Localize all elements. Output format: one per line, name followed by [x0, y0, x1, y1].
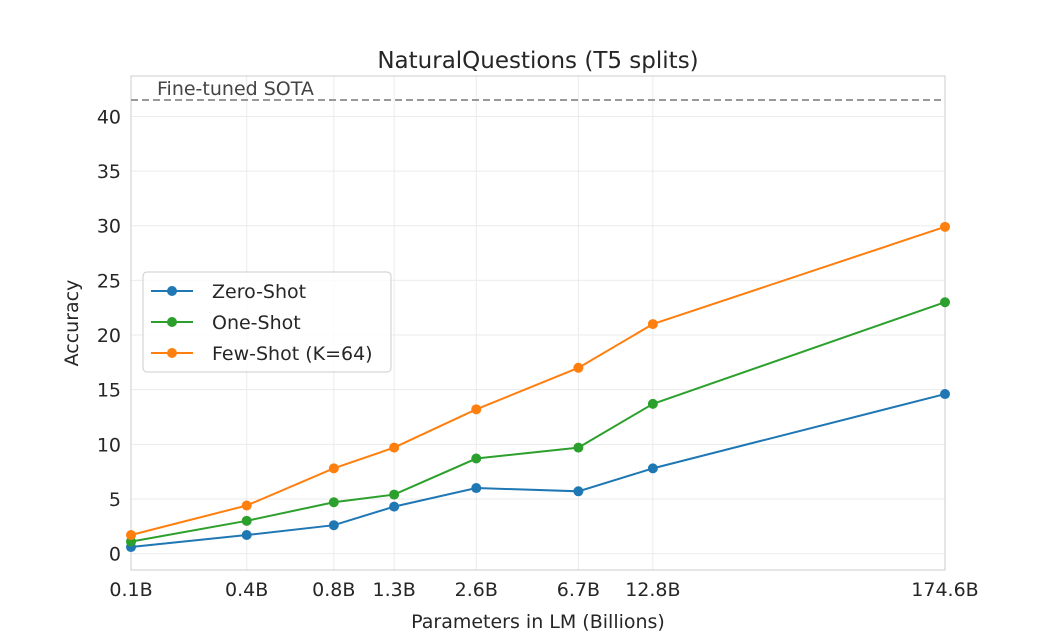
- legend-box: [142, 271, 392, 373]
- data-point: [241, 530, 252, 541]
- sota-label: Fine-tuned SOTA: [157, 78, 314, 100]
- y-tick-label: 0: [109, 544, 121, 566]
- ticks: 0 5 10 15 20 25 30 35 40 0.1B 0.4B 0.8B 1.3B 2.6B 6.7B…: [97, 106, 979, 601]
- data-point: [940, 221, 950, 232]
- data-point: [647, 463, 658, 474]
- data-point: [328, 520, 339, 531]
- x-tick-label: 1.3B: [373, 579, 416, 601]
- data-point: [573, 486, 584, 497]
- x-tick-label: 0.8B: [312, 579, 355, 601]
- legend-marker: [167, 286, 177, 296]
- legend-label: One-Shot: [212, 312, 301, 334]
- series-line-few-shot-k-64-: [130, 225, 946, 536]
- data-point: [126, 530, 136, 541]
- series-line-zero-shot: [130, 393, 946, 549]
- y-tick-label: 25: [97, 270, 121, 292]
- y-tick-label: 15: [97, 380, 121, 402]
- series-line-one-shot: [130, 301, 946, 543]
- y-tick-label: 20: [97, 325, 121, 347]
- data-point: [940, 389, 950, 400]
- data-point: [647, 319, 658, 330]
- data-point: [471, 453, 482, 464]
- data-point: [573, 442, 584, 453]
- data-point: [389, 442, 400, 453]
- y-axis-label: Accuracy: [61, 280, 83, 367]
- y-tick-label: 5: [109, 489, 121, 511]
- legend-marker: [167, 317, 177, 327]
- data-point: [241, 515, 252, 526]
- series: [126, 221, 950, 553]
- data-point: [241, 500, 252, 511]
- data-point: [328, 497, 339, 508]
- data-point: [389, 501, 400, 512]
- legend: Zero-Shot One-Shot Few-Shot (K=64): [142, 271, 392, 373]
- data-point: [573, 362, 584, 373]
- data-point: [647, 398, 658, 409]
- data-point: [389, 489, 400, 500]
- x-tick-label: 2.6B: [455, 579, 498, 601]
- data-point: [471, 404, 482, 415]
- x-tick-label: 6.7B: [557, 579, 600, 601]
- data-point: [940, 297, 950, 308]
- x-tick-label: 174.6B: [911, 579, 978, 601]
- plot-frame: [130, 75, 946, 571]
- data-point: [471, 483, 482, 494]
- x-tick-label: 0.4B: [225, 579, 268, 601]
- x-tick-label: 12.8B: [625, 579, 680, 601]
- data-point: [328, 463, 339, 474]
- y-tick-label: 35: [97, 161, 121, 183]
- legend-marker: [167, 348, 177, 358]
- y-tick-label: 30: [97, 216, 121, 238]
- sota-annotation: Fine-tuned SOTA: [131, 78, 945, 102]
- y-tick-label: 10: [97, 434, 121, 456]
- legend-label: Zero-Shot: [212, 281, 306, 303]
- x-tick-label: 0.1B: [109, 579, 152, 601]
- x-axis-label: Parameters in LM (Billions): [411, 611, 665, 633]
- legend-label: Few-Shot (K=64): [212, 343, 373, 365]
- chart-title: NaturalQuestions (T5 splits): [377, 48, 698, 74]
- y-tick-label: 40: [97, 106, 121, 128]
